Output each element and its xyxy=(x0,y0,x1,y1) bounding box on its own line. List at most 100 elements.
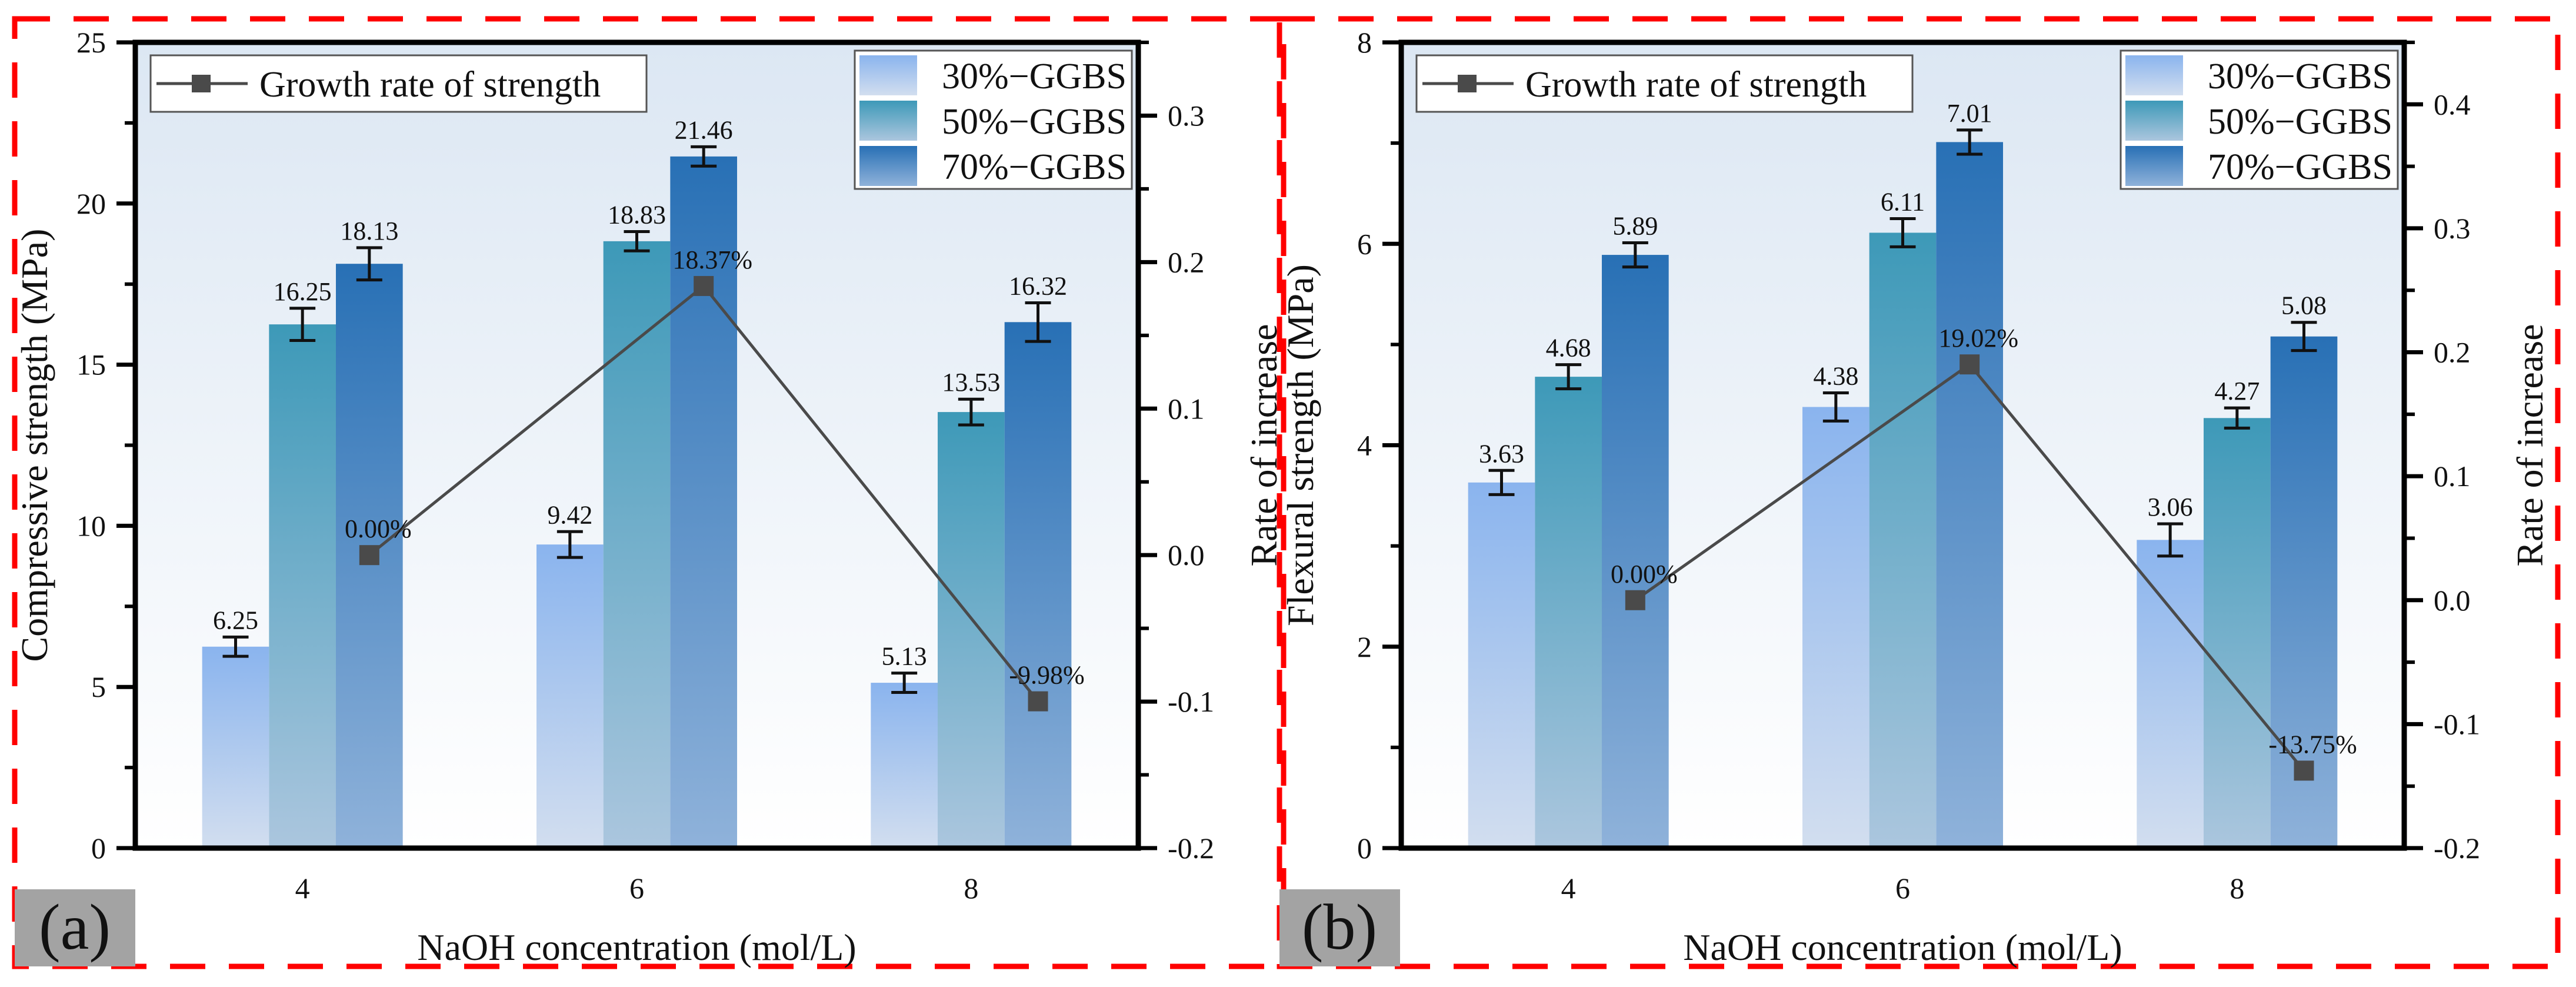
y2-tick-label: -0.2 xyxy=(1168,832,1214,865)
data-label: 16.32 xyxy=(1009,271,1067,300)
line-data-label: -9.98% xyxy=(1009,661,1084,690)
x-tick-label: 8 xyxy=(964,872,978,905)
data-label: 13.53 xyxy=(942,368,1000,397)
y2-tick-label: 0.2 xyxy=(1168,245,1205,278)
error-bar xyxy=(691,145,717,168)
x-tick-label: 4 xyxy=(1561,872,1576,905)
error-bar xyxy=(958,397,984,427)
y2-tick-label: 0.0 xyxy=(1168,539,1205,571)
data-label: 6.11 xyxy=(1881,187,1925,216)
y-tick-label: 6 xyxy=(1357,227,1372,260)
line-data-label: 18.37% xyxy=(672,245,752,274)
data-label: 7.01 xyxy=(1947,99,1992,128)
y2-tick-label: 0.1 xyxy=(1168,392,1205,425)
error-bar xyxy=(1622,241,1648,269)
error-bar xyxy=(356,246,382,282)
error-bar xyxy=(1488,468,1515,496)
line-marker xyxy=(359,545,379,566)
line-marker xyxy=(1960,354,1980,375)
y-tick-label: 10 xyxy=(76,509,106,542)
legend-label: Growth rate of strength xyxy=(259,65,601,105)
error-bar xyxy=(1957,128,1983,156)
y2-tick-label: 0.3 xyxy=(2434,212,2471,245)
legend-label: 30%−GGBS xyxy=(2208,57,2392,97)
line-marker xyxy=(1028,691,1048,712)
bar xyxy=(1602,255,1669,849)
y-tick-label: 2 xyxy=(1357,630,1372,663)
data-label: 18.83 xyxy=(608,200,666,229)
bar xyxy=(871,683,938,848)
bar xyxy=(1802,407,1869,848)
legend-label: 30%−GGBS xyxy=(942,57,1127,97)
data-label: 3.63 xyxy=(1479,439,1524,468)
legend-label: 70%−GGBS xyxy=(2208,147,2392,187)
legend-label: 50%−GGBS xyxy=(2208,102,2392,142)
data-label: 18.13 xyxy=(340,217,398,245)
y-tick-label: 8 xyxy=(1357,26,1372,59)
y2-axis-title: Rate of increase xyxy=(2509,324,2551,566)
panel-a: 6.25 9.42 5.13 16.25 18.83 13.53 18.13 21.46 16.… xyxy=(12,16,1287,969)
y2-tick-label: 0.4 xyxy=(2434,88,2471,121)
y2-tick-label: -0.1 xyxy=(2434,707,2480,740)
data-label: 9.42 xyxy=(547,500,592,529)
data-label: 4.27 xyxy=(2214,377,2260,406)
x-tick-label: 8 xyxy=(2230,872,2244,905)
legend-label: 50%−GGBS xyxy=(942,102,1127,142)
data-label: 5.08 xyxy=(2281,291,2327,320)
y2-tick-label: -0.1 xyxy=(1168,685,1214,718)
legend-swatch xyxy=(2125,101,2183,141)
legend-label: Growth rate of strength xyxy=(1525,65,1867,105)
data-label: 16.25 xyxy=(274,277,332,306)
legend-swatch xyxy=(2125,146,2183,186)
data-label: 5.13 xyxy=(882,642,927,671)
error-bar xyxy=(289,307,316,343)
y-tick-label: 20 xyxy=(76,187,106,220)
error-bar xyxy=(1025,301,1051,343)
bar xyxy=(2204,418,2271,848)
line-data-label: -13.75% xyxy=(2268,730,2357,759)
error-bar xyxy=(891,672,918,694)
data-label: 6.25 xyxy=(213,606,258,634)
data-label: 4.68 xyxy=(1546,334,1591,363)
y-tick-label: 0 xyxy=(1357,832,1372,865)
bar xyxy=(670,156,737,849)
y-tick-label: 15 xyxy=(76,348,106,381)
bar xyxy=(1535,377,1602,848)
error-bar xyxy=(2157,522,2184,558)
error-bar xyxy=(1822,391,1849,423)
line-marker xyxy=(1625,590,1645,610)
y-tick-label: 5 xyxy=(91,670,106,703)
y-tick-label: 25 xyxy=(76,26,106,59)
x-axis-title: NaOH concentration (mol/L) xyxy=(1683,926,2122,968)
data-label: 21.46 xyxy=(675,115,733,144)
x-tick-label: 4 xyxy=(295,872,310,905)
error-bar xyxy=(222,635,249,658)
data-label: 4.38 xyxy=(1813,362,1858,391)
y-axis-title: Compressive strength (MPa) xyxy=(14,229,55,662)
y-tick-label: 4 xyxy=(1357,429,1372,462)
panel-label-bg xyxy=(15,889,135,966)
legend-marker-symbol xyxy=(192,75,211,92)
legend-label: 70%−GGBS xyxy=(942,147,1127,187)
bar xyxy=(938,412,1005,848)
error-bar xyxy=(556,530,583,559)
bar xyxy=(536,544,604,848)
legend-marker-symbol xyxy=(1458,75,1477,92)
bar xyxy=(202,646,269,848)
bar xyxy=(269,324,336,848)
error-bar xyxy=(2291,321,2317,353)
bar xyxy=(1004,322,1072,848)
legend-swatch xyxy=(859,146,917,186)
y2-tick-label: 0.2 xyxy=(2434,336,2471,369)
panel-label: (b) xyxy=(1302,891,1377,963)
error-bar xyxy=(624,230,650,252)
panel-label: (a) xyxy=(39,891,111,963)
legend-swatch xyxy=(859,101,917,141)
y2-tick-label: 0.1 xyxy=(2434,460,2471,493)
bar xyxy=(1468,482,1535,848)
line-data-label: 0.00% xyxy=(345,514,412,543)
line-marker xyxy=(694,275,714,296)
y2-tick-label: -0.2 xyxy=(2434,832,2480,865)
error-bar xyxy=(1555,363,1582,391)
